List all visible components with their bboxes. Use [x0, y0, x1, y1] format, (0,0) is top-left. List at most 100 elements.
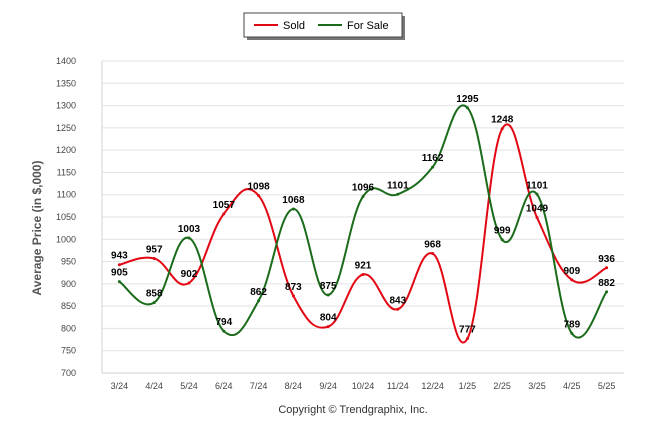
- data-label-sold: 777: [459, 325, 476, 336]
- y-tick-label: 1000: [56, 234, 76, 244]
- y-axis-ticks: 700 750 800 850 900 950 1000 1050 1100 1150 1200 12…: [56, 56, 76, 378]
- data-point-for-sale: [361, 194, 365, 198]
- y-tick-label: 900: [61, 279, 76, 289]
- data-label-for-sale: 1068: [282, 195, 305, 206]
- data-point-sold: [570, 278, 574, 282]
- data-point-sold: [535, 215, 539, 219]
- data-label-for-sale: 789: [563, 319, 580, 330]
- data-label-for-sale: 1101: [526, 180, 548, 191]
- x-tick-label: 1/25: [459, 381, 477, 391]
- x-tick-label: 2/25: [493, 381, 511, 391]
- x-tick-label: 12/24: [421, 381, 444, 391]
- data-labels: 943 957 902 1057 1098 873 804 921 843 968 777 1248 1…: [111, 94, 615, 336]
- data-point-for-sale: [535, 192, 539, 196]
- data-label-for-sale: 1101: [387, 180, 409, 191]
- data-point-for-sale: [605, 290, 609, 294]
- data-point-for-sale: [117, 280, 121, 284]
- y-axis-label: Average Price (in $,000): [30, 161, 44, 296]
- data-label-sold: 843: [389, 295, 406, 306]
- series-line-for-sale: [118, 104, 608, 339]
- series-lines: [117, 104, 609, 344]
- y-tick-label: 700: [61, 368, 76, 378]
- data-label-sold: 909: [563, 266, 580, 277]
- y-tick-label: 1300: [56, 101, 76, 111]
- x-tick-label: 6/24: [215, 381, 233, 391]
- series-line-sold: [119, 123, 608, 344]
- data-label-for-sale: 875: [320, 281, 337, 292]
- copyright-credit: Copyright © Trendgraphix, Inc.: [278, 404, 427, 416]
- data-label-sold: 902: [181, 269, 198, 280]
- x-tick-label: 11/24: [387, 381, 409, 391]
- data-point-sold: [152, 256, 156, 260]
- x-tick-label: 9/24: [319, 381, 337, 391]
- data-point-sold: [291, 294, 295, 298]
- data-label-sold: 936: [598, 254, 615, 265]
- data-label-for-sale: 1003: [178, 224, 201, 235]
- x-tick-label: 5/24: [180, 381, 198, 391]
- legend-label-sold: Sold: [283, 20, 305, 32]
- data-label-sold: 943: [111, 251, 128, 262]
- data-label-for-sale: 1295: [456, 94, 479, 105]
- data-label-sold: 968: [424, 240, 441, 251]
- data-point-sold: [361, 272, 365, 276]
- grid-lines: [101, 60, 624, 374]
- y-tick-label: 800: [61, 323, 76, 333]
- data-point-for-sale: [465, 106, 469, 110]
- y-tick-label: 1250: [56, 123, 76, 133]
- x-tick-label: 4/25: [563, 381, 581, 391]
- data-point-for-sale: [222, 329, 226, 333]
- x-tick-label: 3/25: [528, 381, 546, 391]
- data-point-for-sale: [257, 299, 261, 303]
- data-label-for-sale: 999: [494, 226, 511, 237]
- data-point-sold: [465, 337, 469, 341]
- data-label-for-sale: 858: [146, 289, 163, 300]
- y-tick-label: 750: [61, 346, 76, 356]
- x-tick-label: 7/24: [250, 381, 268, 391]
- data-point-for-sale: [152, 301, 156, 305]
- data-point-sold: [500, 127, 504, 131]
- data-point-for-sale: [396, 192, 400, 196]
- data-label-sold: 1098: [247, 182, 270, 193]
- data-label-for-sale: 1096: [352, 182, 375, 193]
- data-point-sold: [117, 263, 121, 267]
- x-tick-label: 10/24: [352, 381, 375, 391]
- data-point-sold: [187, 281, 191, 285]
- data-point-sold: [396, 307, 400, 311]
- data-label-for-sale: 882: [598, 278, 615, 289]
- x-tick-label: 4/24: [145, 381, 163, 391]
- data-label-for-sale: 1162: [422, 153, 444, 164]
- data-point-sold: [431, 252, 435, 256]
- y-tick-label: 850: [61, 301, 76, 311]
- data-label-sold: 1057: [213, 200, 236, 211]
- y-tick-label: 1400: [56, 56, 76, 66]
- data-label-sold: 1248: [491, 115, 514, 126]
- data-label-sold: 873: [285, 282, 302, 293]
- data-point-for-sale: [187, 236, 191, 240]
- y-tick-label: 1100: [57, 190, 76, 200]
- y-tick-label: 1350: [56, 78, 76, 88]
- data-point-sold: [222, 212, 226, 216]
- legend-label-for-sale: For Sale: [347, 20, 389, 32]
- data-label-for-sale: 862: [250, 287, 267, 298]
- data-label-sold: 1049: [526, 203, 549, 214]
- data-point-for-sale: [570, 331, 574, 335]
- x-tick-label: 5/25: [598, 381, 616, 391]
- data-point-sold: [605, 266, 609, 270]
- data-point-sold: [257, 194, 261, 198]
- data-label-sold: 921: [355, 260, 372, 271]
- y-tick-label: 1150: [57, 167, 76, 177]
- data-point-for-sale: [326, 293, 330, 297]
- legend: Sold For Sale: [243, 12, 405, 40]
- data-point-for-sale: [500, 238, 504, 242]
- data-point-sold: [326, 325, 330, 329]
- y-tick-label: 1200: [56, 145, 76, 155]
- data-label-for-sale: 794: [215, 317, 232, 328]
- data-point-for-sale: [291, 207, 295, 211]
- data-label-sold: 804: [320, 313, 337, 324]
- data-label-for-sale: 905: [111, 268, 128, 279]
- x-axis-ticks: 3/24 4/24 5/24 6/24 7/24 8/24 9/24 10/24 11/24 12…: [111, 381, 616, 391]
- y-tick-label: 950: [61, 257, 76, 267]
- data-point-for-sale: [431, 165, 435, 169]
- data-label-sold: 957: [146, 244, 163, 255]
